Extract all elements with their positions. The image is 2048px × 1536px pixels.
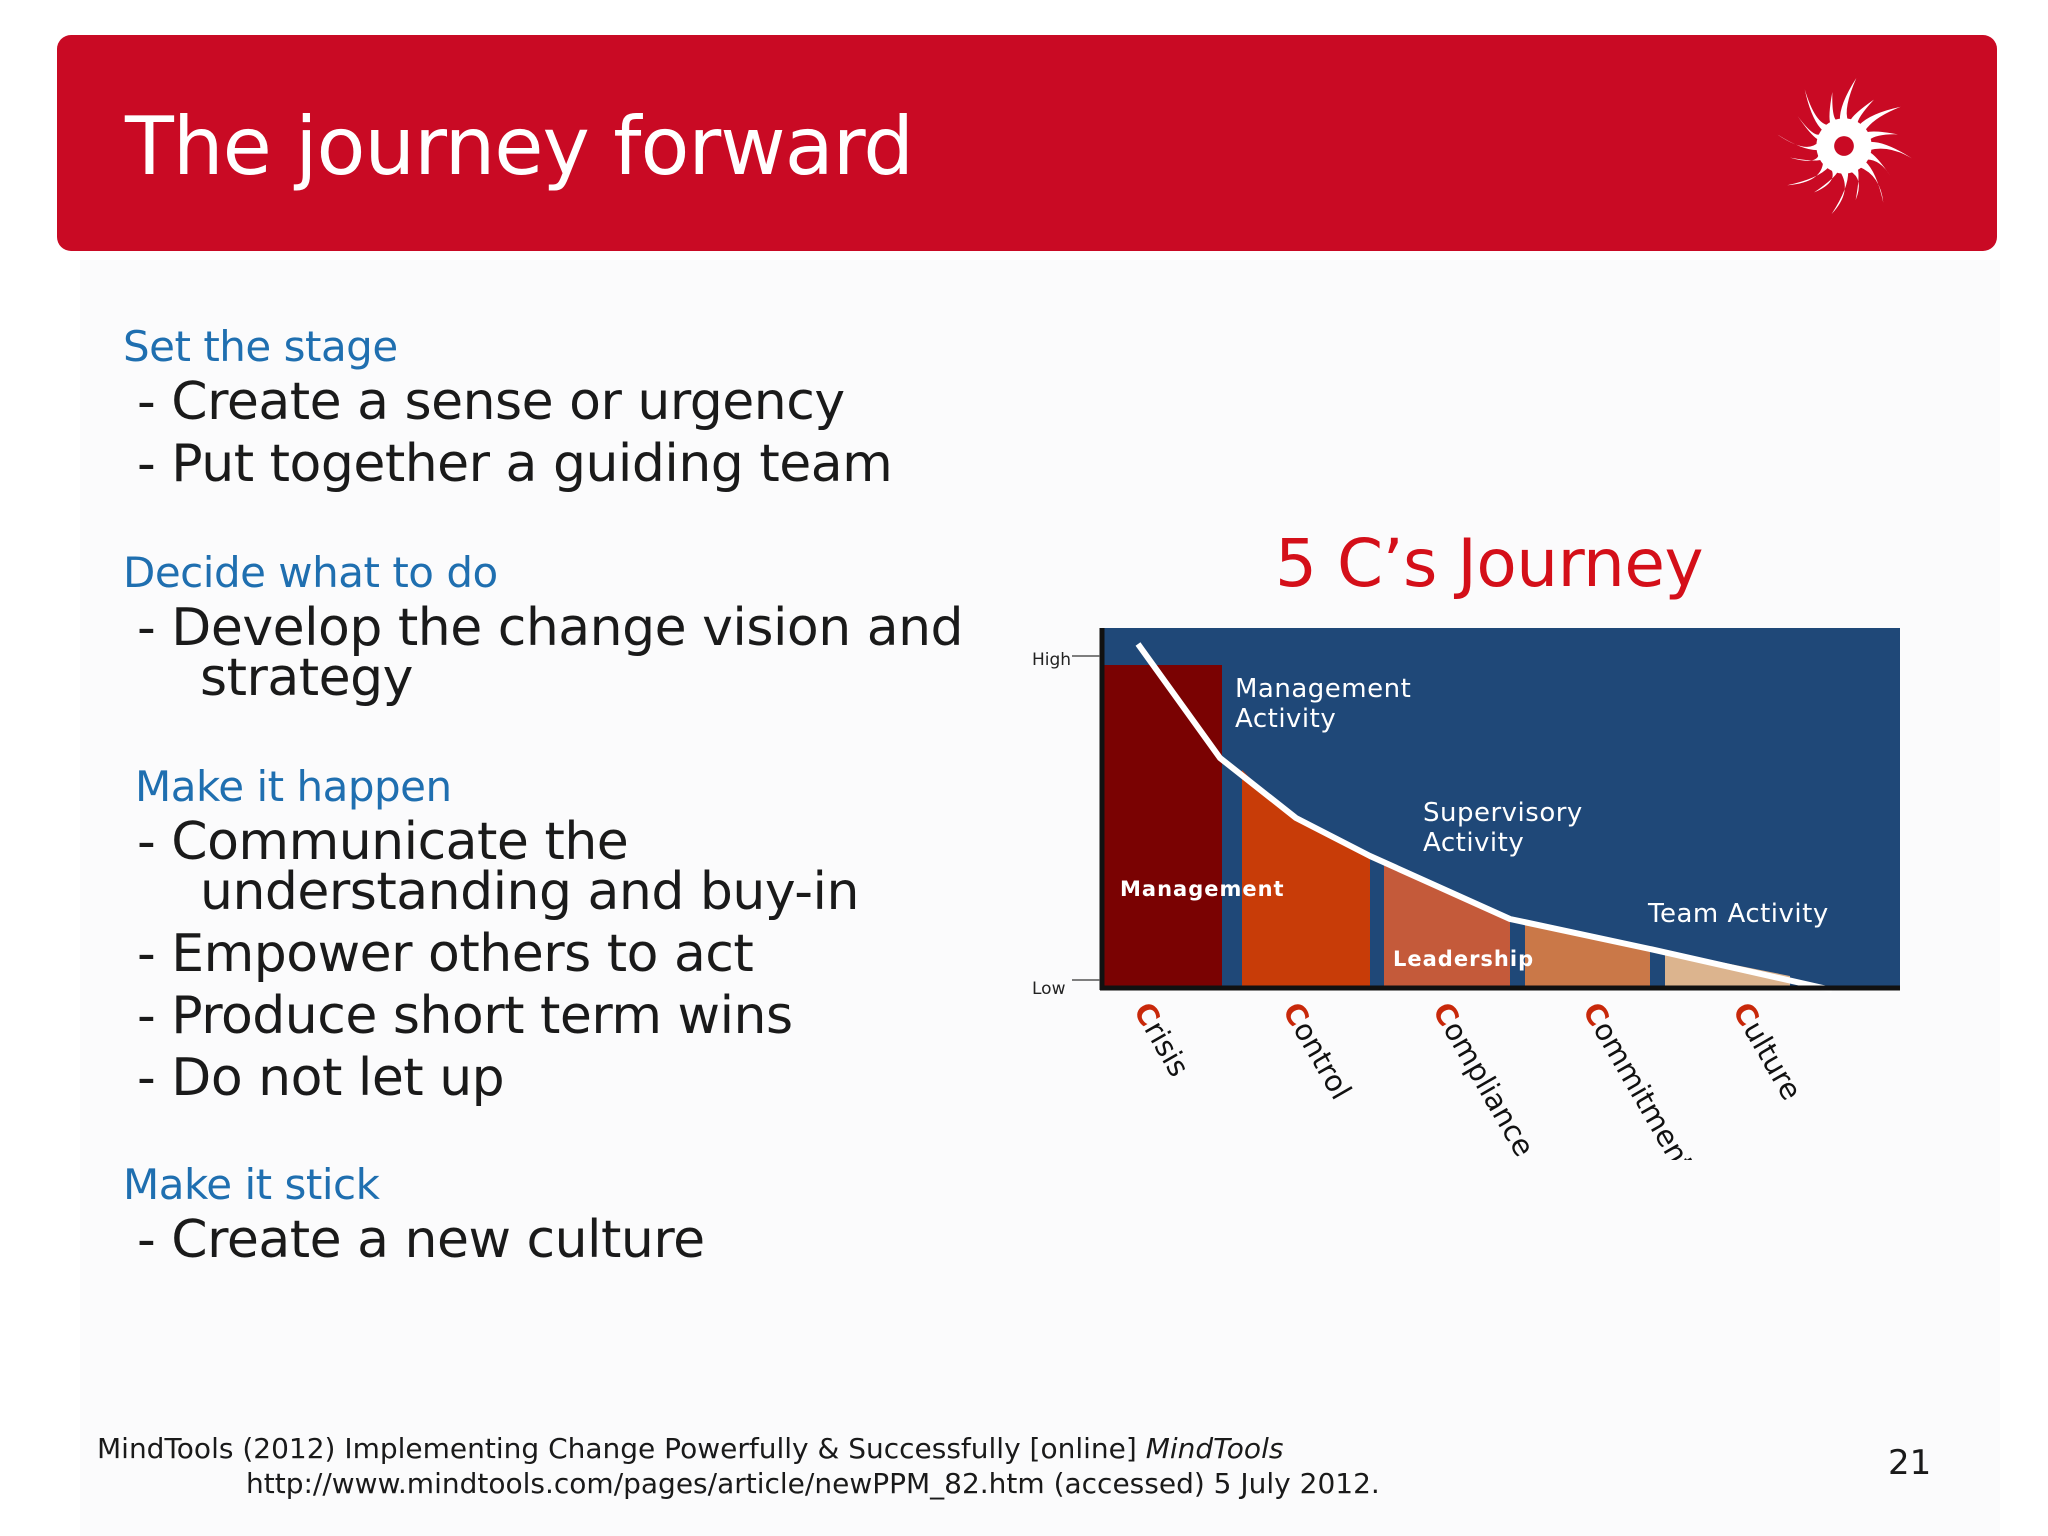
crisis-area [1100,665,1222,986]
stage-label-commitment: Commitment [1576,997,1701,1161]
control-area-main [1242,772,1370,986]
five-cs-diagram: High Low Management Activity Supervisory… [1032,628,1900,1161]
section-heading-decide-what-to-do: Decide what to do [123,548,498,597]
sun-ray [1859,161,1884,203]
sun-ray [1776,133,1819,151]
section-heading-set-the-stage: Set the stage [123,322,398,371]
leadership-label: Leadership [1393,947,1534,971]
sun-icon [1776,78,1912,214]
management-activity-label: Management Activity [1235,674,1420,734]
stage-labels: Crisis Control Compliance Commitment Cul… [1127,997,1809,1161]
stage-label-culture: Culture [1726,997,1809,1106]
supervisory-activity-label: Supervisory Activity [1423,798,1592,858]
bullet-empower: - Empower others to act [137,924,754,984]
sun-ray [1789,151,1823,161]
slide-title: The journey forward [125,100,914,193]
sun-ray [1859,106,1901,131]
compliance-area [1384,860,1510,986]
chart-title: 5 C’s Journey [1275,525,1704,602]
management-label: Management [1120,877,1285,901]
commitment-area [1525,925,1650,986]
section-heading-make-it-stick: Make it stick [123,1160,380,1209]
stage-label-crisis: Crisis [1127,997,1196,1083]
sun-ray [1787,161,1829,186]
page-number: 21 [1888,1443,1932,1483]
bullet-communicate: - Communicate the [137,812,629,872]
bullet-communicate-cont: understanding and buy-in [200,862,859,922]
sun-ray [1865,151,1891,176]
bullet-short-term-wins: - Produce short term wins [137,986,793,1046]
section-heading-make-it-happen: Make it happen [135,762,452,811]
bullet-create-urgency: - Create a sense or urgency [137,372,845,432]
sun-ray [1839,78,1857,121]
stage-label-control: Control [1276,997,1358,1106]
team-activity-label: Team Activity [1647,899,1829,929]
bullet-change-vision-cont: strategy [200,648,413,708]
sun-ray [1829,91,1839,125]
bullet-change-vision: - Develop the change vision and [137,598,964,658]
activity-curve [1135,642,1833,993]
y-high-label: High [1032,650,1071,670]
y-low-label: Low [1032,979,1066,999]
sun-ray [1831,171,1849,214]
sun-ray [1849,99,1874,125]
sun-ray [1865,131,1899,141]
bullet-do-not-let-up: - Do not let up [137,1048,505,1108]
title-bar [57,35,1997,251]
bullet-new-culture: - Create a new culture [137,1210,705,1270]
sun-ray [1869,141,1912,159]
citation-line-1: MindTools (2012) Implementing Change Pow… [97,1432,1284,1465]
citation-source: MindTools [1145,1432,1284,1465]
sun-ray [1804,89,1829,131]
stage-label-compliance: Compliance [1426,997,1541,1161]
sun-ray [1849,167,1859,201]
bullet-guiding-team: - Put together a guiding team [137,434,893,494]
citation-line-2: http://www.mindtools.com/pages/article/n… [246,1467,1380,1500]
